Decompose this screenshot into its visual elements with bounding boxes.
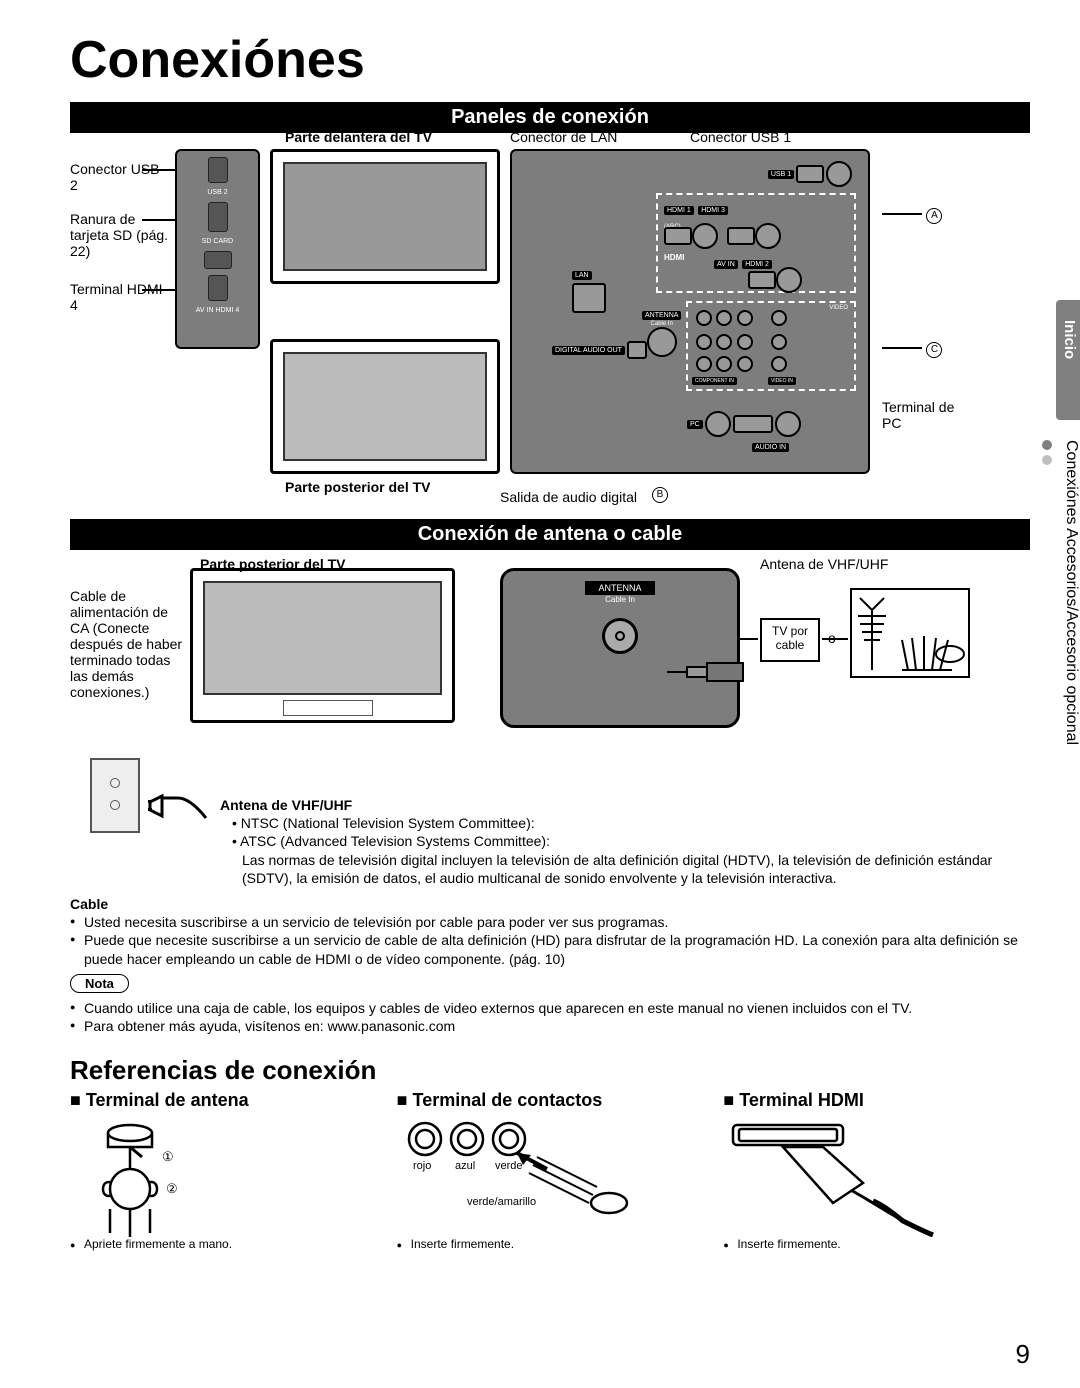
chip-hdmi: HDMI	[664, 253, 684, 262]
nota-b1: Cuando utilice una caja de cable, los eq…	[70, 999, 1030, 1017]
side-section: Inicio	[1061, 320, 1078, 359]
ref-cap2: Inserte firmemente.	[397, 1237, 704, 1251]
cable-text-block: Cable Usted necesita suscribirse a un se…	[70, 895, 1030, 968]
ref-h3: Terminal HDMI	[723, 1090, 1030, 1111]
svg-text:azul: azul	[455, 1160, 475, 1172]
chip-video: VIDEO	[829, 305, 848, 311]
antenna-drawing	[850, 588, 970, 678]
page-title: Conexiónes	[70, 30, 1030, 90]
svg-text:①: ①	[162, 1149, 174, 1164]
front-panel: USB 2 SD CARD AV IN HDMI 4	[175, 149, 260, 349]
atsc-desc: Las normas de televisión digital incluye…	[232, 851, 1030, 887]
back-panel: USB 1 HDMI 1 HDMI 3 (ARC) HDMI AV IN HDM…	[510, 149, 870, 474]
ref-cap3: Inserte firmemente.	[723, 1237, 1030, 1251]
ant-chip2: Cable In	[503, 595, 737, 604]
cable-b2: Puede que necesite suscribirse a un serv…	[70, 931, 1030, 967]
ref-col-contacts: Terminal de contactos rojo azul verde ve…	[397, 1090, 704, 1251]
tv-cable-box: TV por cable	[760, 618, 820, 662]
label-hdmi4: Terminal HDMI 4	[70, 281, 170, 313]
plug-icon	[148, 788, 208, 824]
back-label: Parte posterior del TV	[285, 479, 430, 495]
marker-c: C	[926, 342, 942, 358]
refs-row: Terminal de antena ① ② Apriete firmement…	[70, 1090, 1030, 1251]
chip-usb1: USB 1	[768, 170, 794, 179]
chip-compin: COMPONENT IN	[692, 377, 737, 385]
av-group: VIDEO COMPONENT IN VIDEO IN	[686, 301, 856, 391]
tv-front-outline	[270, 149, 500, 284]
svg-text:rojo: rojo	[413, 1160, 431, 1172]
ref-h1: Terminal de antena	[70, 1090, 377, 1111]
contacts-terminal-icon: rojo azul verde verde/amarillo	[397, 1117, 657, 1237]
tv-back-outline	[270, 339, 500, 474]
front-label: Parte delantera del TV	[285, 129, 432, 145]
wall-outlet-icon	[90, 758, 140, 833]
label-usb2: Conector USB 2	[70, 161, 170, 193]
label-daout: Salida de audio digital	[500, 489, 637, 505]
hdmi-terminal-icon	[723, 1117, 943, 1237]
coax-plug-icon	[667, 657, 747, 687]
chip-usb2: USB 2	[177, 189, 258, 196]
chip-sd: SD CARD	[177, 238, 258, 245]
side-dot-1	[1042, 440, 1052, 450]
chip-daout: DIGITAL AUDIO OUT	[552, 346, 625, 355]
ac-note: Cable de alimentación de CA (Conecte des…	[70, 588, 190, 700]
antenna-heading: Conexión de antena o cable	[70, 519, 1030, 550]
cable-b1: Usted necesita suscribirse a un servicio…	[70, 913, 1030, 931]
side-tab: Inicio Conexiónes Accesorios/Accesorio o…	[1040, 300, 1080, 780]
chip-lan: LAN	[572, 271, 592, 280]
ant-chip: ANTENNA	[585, 581, 655, 595]
marker-a-wrap: A	[882, 205, 942, 224]
ant-vhf-top: Antena de VHF/UHF	[760, 556, 888, 572]
nota-badge: Nota	[70, 974, 129, 993]
atsc: ATSC (Advanced Television Systems Commit…	[240, 833, 550, 849]
coax-port-icon	[602, 618, 638, 654]
chip-avin: AV IN HDMI 4	[177, 307, 258, 314]
chip-pc: PC	[687, 420, 703, 429]
chip-antenna: ANTENNA	[642, 311, 681, 320]
marker-a: A	[926, 208, 942, 224]
side-topics: Conexiónes Accesorios/Accesorio opcional	[1062, 440, 1080, 745]
page-number: 9	[1016, 1339, 1030, 1370]
svg-text:verde: verde	[495, 1160, 523, 1172]
ref-col-antenna: Terminal de antena ① ② Apriete firmement…	[70, 1090, 377, 1251]
label-lan: Conector de LAN	[510, 129, 617, 145]
cable-h: Cable	[70, 895, 1030, 913]
refs-heading: Referencias de conexión	[70, 1055, 1030, 1086]
nota-block: Cuando utilice una caja de cable, los eq…	[70, 999, 1030, 1035]
antenna-diagram: Parte posterior del TV Cable de alimenta…	[70, 558, 1030, 828]
svg-text:②: ②	[166, 1181, 178, 1196]
ref-h2: Terminal de contactos	[397, 1090, 704, 1111]
tv-back-3	[190, 568, 455, 723]
panels-diagram: Conector USB 2 Ranura de tarjeta SD (pág…	[70, 139, 1030, 509]
chip-hdmi1: HDMI 1	[664, 206, 694, 215]
ref-col-hdmi: Terminal HDMI Inserte firmemente.	[723, 1090, 1030, 1251]
chip-audioin: AUDIO IN	[752, 443, 789, 452]
marker-c-wrap: C	[882, 339, 942, 358]
marker-b: B	[652, 487, 668, 503]
svg-text:verde/amarillo: verde/amarillo	[467, 1196, 536, 1208]
antenna-terminal-icon: ① ②	[70, 1117, 250, 1237]
chip-hdmi3: HDMI 3	[698, 206, 728, 215]
ref-cap1: Apriete firmemente a mano.	[70, 1237, 377, 1251]
label-usb1: Conector USB 1	[690, 129, 791, 145]
chip-videoin: VIDEO IN	[768, 377, 796, 385]
chip-avin2: AV IN	[714, 260, 738, 269]
nota-b2: Para obtener más ayuda, visítenos en: ww…	[70, 1017, 1030, 1035]
side-dot-2	[1042, 455, 1052, 465]
hdmi-group: HDMI 1 HDMI 3 (ARC) HDMI AV IN HDMI 2	[656, 193, 856, 293]
label-pc: Terminal de PC	[882, 399, 962, 431]
antenna-zoom-panel: ANTENNA Cable In	[500, 568, 740, 728]
